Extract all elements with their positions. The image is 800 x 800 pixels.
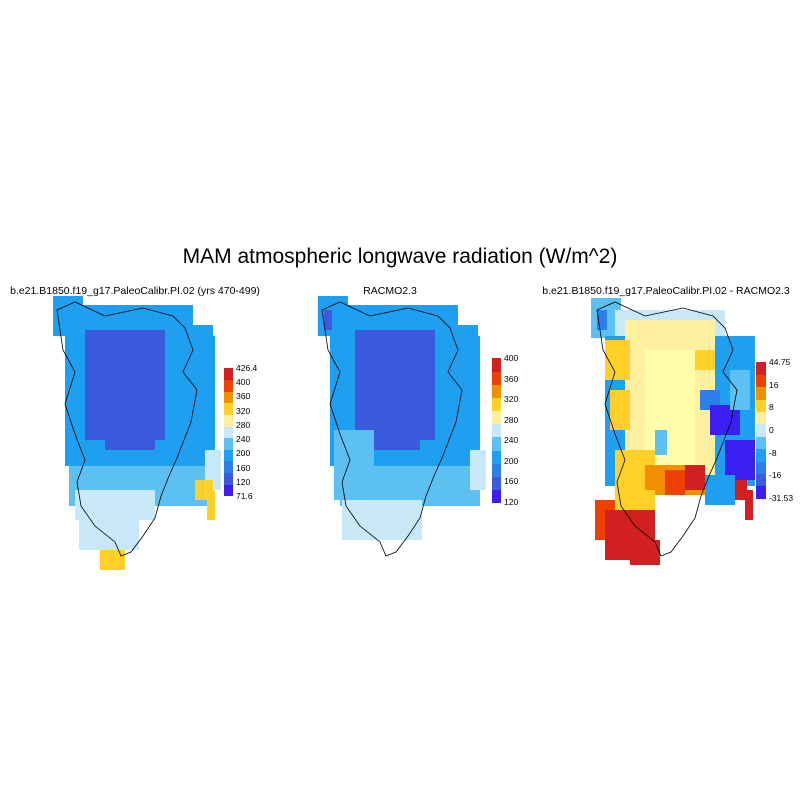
- map-difference: [591, 298, 755, 565]
- colorbar-label: 0: [769, 425, 774, 435]
- colorbar-segment: [224, 472, 233, 485]
- colorbar-segment: [756, 485, 766, 499]
- colorbar-segment: [492, 449, 501, 464]
- colorbar-label: 320: [236, 405, 251, 416]
- colorbar-segment: [492, 436, 501, 451]
- colorbar-segment: [756, 399, 766, 413]
- colorbar-segment: [224, 426, 233, 439]
- colorbar-segment: [756, 436, 766, 450]
- colorbar-segment: [756, 386, 766, 400]
- panel-title-racmo: RACMO2.3: [363, 285, 417, 297]
- colorbar-segment: [492, 475, 501, 490]
- colorbar-label: 400: [236, 377, 251, 388]
- colorbar-segment: [492, 462, 501, 477]
- colorbar-segment: [492, 488, 501, 503]
- colorbar-segment: [756, 473, 766, 487]
- colorbar-segment: [756, 411, 766, 425]
- colorbar-segment: [224, 449, 233, 462]
- colorbar-segment: [756, 374, 766, 388]
- colorbar-segment: [492, 371, 501, 386]
- grid-cells-racmo: [318, 296, 486, 540]
- colorbar-label: 160: [236, 462, 251, 473]
- colorbar-segment: [224, 368, 233, 380]
- colorbar-label: 400: [504, 353, 519, 363]
- panel-title-model: b.e21.B1850.f19_g17.PaleoCalibr.PI.02 (y…: [10, 285, 260, 297]
- grid-cells-difference: [591, 298, 755, 565]
- coastline-racmo: [321, 301, 463, 557]
- colorbar-label: 280: [236, 419, 251, 430]
- colorbar-segment: [224, 484, 233, 497]
- colorbar-label: -8: [769, 447, 777, 458]
- colorbar-segment: [224, 414, 233, 427]
- colorbar-label: -31.53: [769, 493, 794, 503]
- colorbar-label: 44.75: [769, 357, 791, 367]
- colorbar-model: 71.6 120 160 200 240 280 320 360 400 426.4: [224, 363, 257, 501]
- colorbar-label: 320: [504, 394, 519, 405]
- colorbar-label: 16: [769, 379, 779, 390]
- map-model: [53, 296, 221, 570]
- colorbar-racmo: 120 160 200 240 280 320 360 400: [492, 353, 518, 507]
- colorbar-label: 8: [769, 402, 774, 413]
- figure-title: MAM atmospheric longwave radiation (W/m^…: [182, 245, 618, 268]
- colorbar-segment: [224, 461, 233, 474]
- colorbar-segment: [756, 362, 766, 375]
- colorbar-label: 280: [504, 414, 519, 425]
- colorbar-label: 200: [504, 455, 519, 466]
- panel-title-difference: b.e21.B1850.f19_g17.PaleoCalibr.PI.02 - …: [542, 285, 790, 297]
- colorbar-segment: [492, 397, 501, 412]
- colorbar-segment: [492, 423, 501, 438]
- colorbar-label: 200: [236, 448, 251, 459]
- coastline-difference: [596, 301, 738, 557]
- colorbar-segment: [756, 423, 766, 437]
- colorbar-segment: [492, 358, 501, 372]
- colorbar-segment: [492, 410, 501, 425]
- colorbar-label: 71.6: [236, 491, 253, 501]
- colorbar-segment: [224, 379, 233, 392]
- colorbar-segment: [224, 437, 233, 450]
- colorbar-label: 120: [504, 497, 519, 507]
- coastline-model: [56, 301, 198, 557]
- colorbar-label: 360: [504, 373, 519, 384]
- colorbar-segment: [756, 448, 766, 462]
- map-racmo: [318, 296, 486, 557]
- colorbar-segment: [224, 402, 233, 415]
- colorbar-segment: [756, 460, 766, 474]
- colorbar-label: 426.4: [236, 363, 258, 373]
- grid-cells-model: [53, 296, 221, 570]
- colorbar-segment: [224, 391, 233, 404]
- colorbar-label: 240: [236, 434, 251, 445]
- colorbar-label: 160: [504, 476, 519, 487]
- colorbar-label: -16: [769, 470, 782, 481]
- colorbar-segment: [492, 384, 501, 399]
- colorbar-label: 240: [504, 435, 519, 446]
- colorbar-label: 360: [236, 391, 251, 402]
- colorbar-difference: -31.53 -16 -8 0 8 16 44.75: [756, 357, 793, 503]
- colorbar-label: 120: [236, 476, 251, 487]
